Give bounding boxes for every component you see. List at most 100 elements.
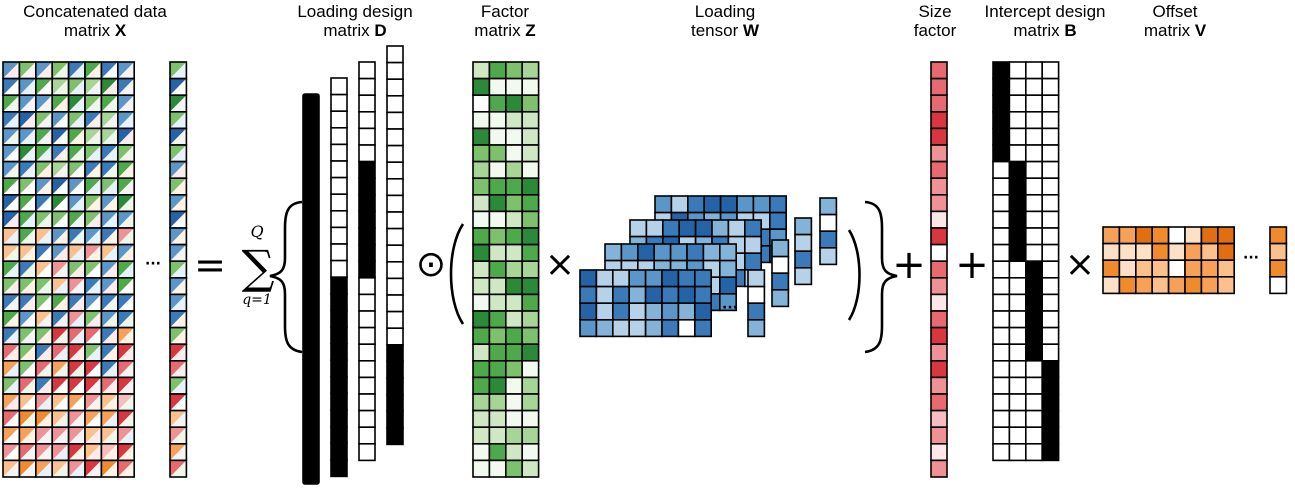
cell-lower-triangle xyxy=(85,95,102,112)
w-slice-1-cell xyxy=(752,195,771,214)
size-factor-cell xyxy=(930,177,948,196)
b-cell xyxy=(1025,210,1044,229)
cell-lower-triangle xyxy=(117,228,135,245)
w-slice-4-cell xyxy=(661,318,680,338)
b-cell xyxy=(1025,326,1044,346)
cell-upper-triangle xyxy=(52,327,69,345)
cell-lower-triangle xyxy=(52,261,69,278)
cell-upper-triangle xyxy=(85,327,102,345)
z-cell xyxy=(488,127,507,146)
cell-upper-triangle xyxy=(68,394,85,411)
w-vector-3-cell xyxy=(771,272,790,291)
cell-lower-triangle xyxy=(3,194,20,212)
cell-lower-triangle xyxy=(101,427,118,444)
b-cell xyxy=(1025,276,1044,296)
b-cell xyxy=(1025,260,1044,279)
w-slice-1-cell xyxy=(670,195,689,214)
cell-upper-triangle xyxy=(19,62,36,79)
cell-upper-triangle xyxy=(68,95,85,112)
v-cell xyxy=(1217,226,1236,245)
w-vector-1-cell xyxy=(819,230,838,249)
d-column-2-cell xyxy=(330,160,348,179)
cell-lower-triangle xyxy=(52,377,69,394)
cell-lower-triangle xyxy=(170,244,187,262)
b-cell xyxy=(1008,61,1027,80)
cell-lower-triangle xyxy=(117,427,135,444)
d-column-2-cell xyxy=(330,143,348,162)
z-cell xyxy=(472,326,491,346)
size-factor-cell xyxy=(930,442,948,462)
w-slice-4-cell xyxy=(579,269,598,288)
cell-lower-triangle xyxy=(68,178,85,195)
cell-lower-triangle xyxy=(101,178,118,195)
v-cell xyxy=(1217,242,1236,262)
cell-lower-triangle xyxy=(101,360,118,378)
cell-upper-triangle xyxy=(19,228,36,245)
b-cell xyxy=(1025,243,1044,263)
cell-lower-triangle xyxy=(85,394,102,411)
b-cell xyxy=(1008,77,1027,96)
cell-upper-triangle xyxy=(68,194,85,212)
cell-lower-triangle xyxy=(85,410,102,428)
d-column-4-cell xyxy=(386,144,404,164)
z-cell xyxy=(521,160,540,180)
size-factor-cell xyxy=(930,293,948,312)
z-cell xyxy=(488,459,507,478)
v-cell xyxy=(1167,275,1186,295)
d-column-3-cell xyxy=(358,343,376,362)
cell-lower-triangle xyxy=(101,410,118,428)
d-column-4-cell xyxy=(386,95,404,114)
cell-upper-triangle xyxy=(19,377,36,394)
b-cell xyxy=(1025,426,1044,445)
cell-upper-triangle xyxy=(19,311,36,328)
b-cell xyxy=(1008,210,1027,229)
v-cell xyxy=(1135,259,1154,278)
b-cell xyxy=(992,426,1011,445)
d-column-4-cell xyxy=(386,294,404,313)
cell-lower-triangle xyxy=(35,410,53,428)
cell-lower-triangle xyxy=(68,277,85,295)
v-cell xyxy=(1200,226,1219,245)
cell-upper-triangle xyxy=(3,460,20,477)
w-vector-4-cell xyxy=(747,269,766,288)
d-column-4-cell xyxy=(386,360,404,379)
z-cell xyxy=(521,210,540,229)
cell-lower-triangle xyxy=(68,261,85,278)
cell-lower-triangle xyxy=(3,211,20,228)
z-cell xyxy=(521,77,540,96)
z-cell xyxy=(504,160,523,180)
cell-lower-triangle xyxy=(170,161,187,179)
z-cell xyxy=(472,94,491,113)
z-cell xyxy=(504,393,523,412)
cell-lower-triangle xyxy=(3,311,20,328)
size-factor-cell xyxy=(930,94,948,113)
cell-lower-triangle xyxy=(52,327,69,345)
d-column-4-cell xyxy=(386,211,404,230)
v-cell xyxy=(1135,242,1154,262)
z-cell xyxy=(488,144,507,163)
cell-upper-triangle xyxy=(170,443,187,461)
cell-upper-triangle xyxy=(101,145,118,162)
b-cell xyxy=(1025,359,1044,379)
cell-lower-triangle xyxy=(3,294,20,311)
cell-upper-triangle xyxy=(170,460,187,477)
cell-upper-triangle xyxy=(52,194,69,212)
cell-lower-triangle xyxy=(52,228,69,245)
cell-upper-triangle xyxy=(19,145,36,162)
z-cell xyxy=(472,243,491,263)
cell-upper-triangle xyxy=(68,244,85,262)
w-slice-3-cell xyxy=(718,259,737,279)
z-cell xyxy=(472,393,491,412)
cell-lower-triangle xyxy=(35,78,53,96)
cell-lower-triangle xyxy=(170,294,187,311)
cell-lower-triangle xyxy=(19,244,36,262)
cell-upper-triangle xyxy=(19,327,36,345)
b-cell xyxy=(1008,243,1027,263)
b-cell xyxy=(992,127,1011,146)
cell-upper-triangle xyxy=(117,194,135,212)
d-column-2-cell xyxy=(330,359,348,378)
b-cell xyxy=(1041,144,1060,163)
size-factor-vector xyxy=(930,61,948,478)
cell-lower-triangle xyxy=(68,294,85,311)
d-column-3-cell xyxy=(358,177,376,196)
